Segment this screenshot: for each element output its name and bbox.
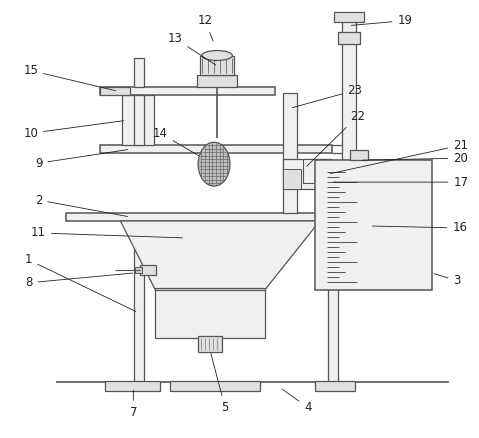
Text: 10: 10 — [23, 121, 124, 140]
Bar — [328, 223, 338, 382]
Text: 8: 8 — [25, 273, 133, 289]
Bar — [105, 381, 160, 392]
Text: 7: 7 — [130, 390, 137, 419]
Bar — [198, 336, 222, 352]
Text: 12: 12 — [198, 14, 213, 41]
Bar — [155, 288, 265, 338]
Text: 14: 14 — [153, 127, 217, 167]
Bar — [338, 32, 360, 43]
Text: 19: 19 — [352, 14, 412, 27]
Bar — [283, 93, 297, 213]
Text: 22: 22 — [307, 110, 365, 166]
Bar — [342, 17, 355, 221]
Bar — [66, 213, 375, 221]
Bar — [197, 75, 237, 88]
Bar — [101, 145, 331, 153]
Text: 20: 20 — [363, 152, 468, 165]
Text: 11: 11 — [31, 226, 182, 240]
Bar — [122, 95, 154, 145]
Text: 21: 21 — [331, 139, 468, 173]
Ellipse shape — [202, 50, 232, 60]
Polygon shape — [120, 221, 320, 290]
Text: 1: 1 — [25, 253, 136, 311]
Text: 16: 16 — [372, 222, 468, 234]
Text: 3: 3 — [434, 274, 461, 287]
Text: 4: 4 — [282, 389, 311, 414]
Ellipse shape — [198, 142, 230, 186]
Bar — [170, 381, 260, 392]
Bar — [136, 267, 142, 273]
Text: 9: 9 — [35, 150, 127, 170]
Bar — [200, 56, 234, 75]
Text: 23: 23 — [293, 84, 362, 108]
Bar — [140, 265, 156, 275]
Bar — [134, 95, 144, 145]
Bar — [303, 159, 331, 183]
Text: 5: 5 — [211, 353, 229, 414]
Text: 2: 2 — [35, 194, 127, 216]
Bar — [134, 57, 144, 88]
Bar — [283, 169, 301, 189]
Bar — [283, 159, 331, 189]
Bar — [350, 150, 367, 160]
Text: 13: 13 — [168, 32, 216, 65]
Text: 17: 17 — [333, 176, 468, 189]
Bar — [315, 160, 433, 290]
Bar — [101, 88, 130, 95]
Bar — [315, 381, 354, 392]
Bar — [101, 88, 275, 95]
Text: 15: 15 — [23, 64, 116, 91]
Bar — [334, 12, 364, 21]
Bar — [134, 221, 144, 382]
